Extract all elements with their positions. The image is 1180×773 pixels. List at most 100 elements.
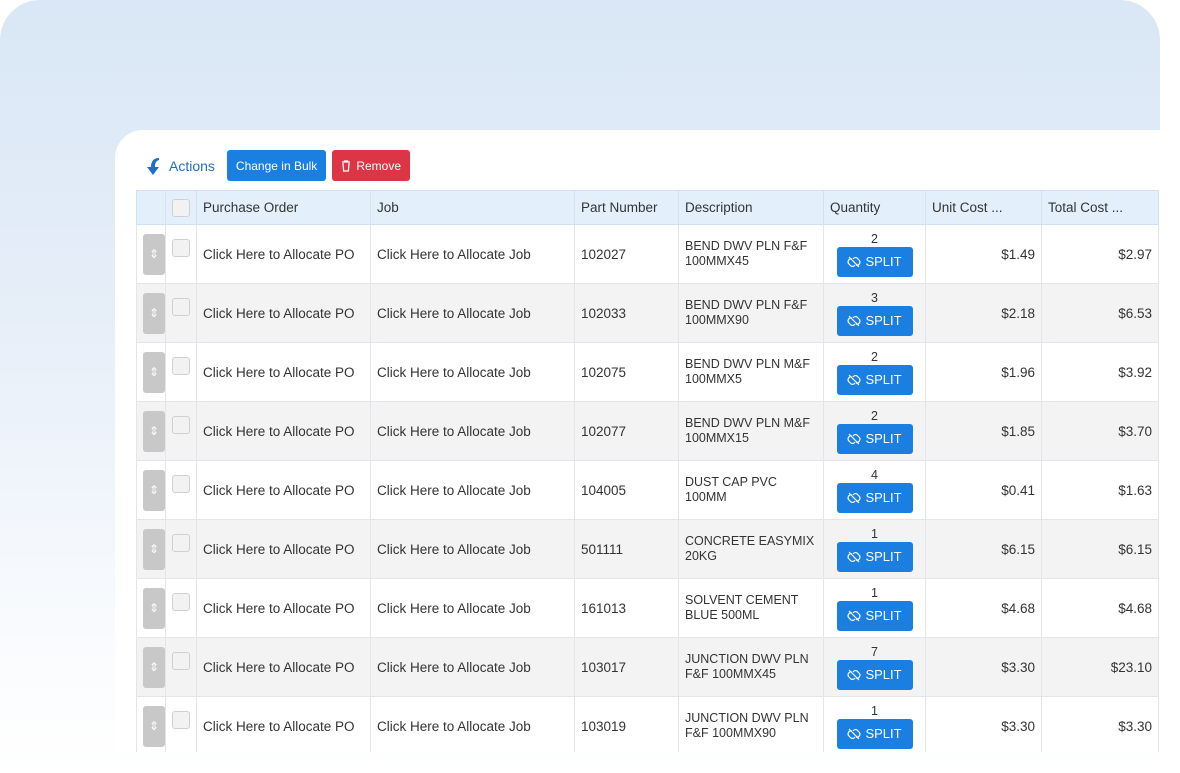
column-header-purchase-order[interactable]: Purchase Order [196, 190, 371, 225]
drag-header [136, 190, 166, 225]
unit-cost: $3.30 [925, 637, 1042, 697]
description: SOLVENT CEMENT BLUE 500ML [678, 578, 824, 638]
unlink-icon [847, 433, 861, 444]
split-label: SPLIT [865, 254, 902, 269]
drag-handle-icon[interactable]: ⇕ [143, 705, 165, 747]
quantity-cell: 4 SPLIT [823, 460, 926, 520]
unlink-icon [847, 610, 861, 621]
split-button[interactable]: SPLIT [836, 305, 913, 336]
drag-handle-icon[interactable]: ⇕ [143, 469, 165, 511]
row-checkbox[interactable] [172, 593, 190, 611]
unit-cost: $1.49 [925, 224, 1042, 284]
total-cost: $2.97 [1041, 224, 1159, 284]
split-button[interactable]: SPLIT [836, 600, 913, 631]
drag-cell: ⇕ [136, 342, 166, 402]
description: BEND DWV PLN F&F 100MMX45 [678, 224, 824, 284]
row-checkbox[interactable] [172, 239, 190, 257]
split-button[interactable]: SPLIT [836, 659, 913, 690]
split-label: SPLIT [865, 608, 902, 623]
row-checkbox[interactable] [172, 711, 190, 729]
split-label: SPLIT [865, 431, 902, 446]
purchase-order-link[interactable]: Click Here to Allocate PO [196, 283, 371, 343]
purchase-order-link[interactable]: Click Here to Allocate PO [196, 637, 371, 697]
table-row: ⇕ Click Here to Allocate PO Click Here t… [136, 342, 1159, 402]
part-number: 102075 [574, 342, 679, 402]
drag-handle-icon[interactable]: ⇕ [143, 410, 165, 452]
job-link[interactable]: Click Here to Allocate Job [370, 519, 575, 579]
select-cell [165, 460, 197, 520]
split-button[interactable]: SPLIT [836, 482, 913, 513]
row-checkbox[interactable] [172, 357, 190, 375]
unlink-icon [847, 728, 861, 739]
purchase-order-link[interactable]: Click Here to Allocate PO [196, 519, 371, 579]
job-link[interactable]: Click Here to Allocate Job [370, 283, 575, 343]
purchase-order-link[interactable]: Click Here to Allocate PO [196, 696, 371, 752]
column-header-total-cost[interactable]: Total Cost ... [1041, 190, 1159, 225]
select-cell [165, 696, 197, 752]
drag-cell: ⇕ [136, 578, 166, 638]
remove-button[interactable]: Remove [332, 150, 410, 181]
drag-handle-icon[interactable]: ⇕ [143, 351, 165, 393]
select-cell [165, 578, 197, 638]
purchase-order-link[interactable]: Click Here to Allocate PO [196, 342, 371, 402]
purchase-order-link[interactable]: Click Here to Allocate PO [196, 460, 371, 520]
description: JUNCTION DWV PLN F&F 100MMX45 [678, 637, 824, 697]
job-link[interactable]: Click Here to Allocate Job [370, 224, 575, 284]
select-cell [165, 519, 197, 579]
split-button[interactable]: SPLIT [836, 364, 913, 395]
purchase-order-link[interactable]: Click Here to Allocate PO [196, 224, 371, 284]
quantity-value: 1 [871, 585, 878, 600]
split-button[interactable]: SPLIT [836, 246, 913, 277]
job-link[interactable]: Click Here to Allocate Job [370, 460, 575, 520]
drag-handle-icon[interactable]: ⇕ [143, 292, 165, 334]
drag-handle-icon[interactable]: ⇕ [143, 528, 165, 570]
unlink-icon [847, 492, 861, 503]
column-header-description[interactable]: Description [678, 190, 824, 225]
quantity-value: 2 [871, 408, 878, 423]
description: BEND DWV PLN F&F 100MMX90 [678, 283, 824, 343]
column-header-job[interactable]: Job [370, 190, 575, 225]
split-button[interactable]: SPLIT [836, 541, 913, 572]
split-button[interactable]: SPLIT [836, 423, 913, 454]
remove-label: Remove [356, 158, 401, 173]
change-in-bulk-button[interactable]: Change in Bulk [226, 150, 327, 181]
drag-handle-icon[interactable]: ⇕ [143, 233, 165, 275]
quantity-cell: 2 SPLIT [823, 342, 926, 402]
curved-arrow-down-icon [147, 157, 159, 175]
purchase-order-link[interactable]: Click Here to Allocate PO [196, 578, 371, 638]
column-header-part-number[interactable]: Part Number [574, 190, 679, 225]
unlink-icon [847, 669, 861, 680]
total-cost: $4.68 [1041, 578, 1159, 638]
purchase-order-link[interactable]: Click Here to Allocate PO [196, 401, 371, 461]
row-checkbox[interactable] [172, 475, 190, 493]
row-checkbox[interactable] [172, 652, 190, 670]
drag-cell: ⇕ [136, 283, 166, 343]
row-checkbox[interactable] [172, 534, 190, 552]
select-cell [165, 637, 197, 697]
quantity-value: 2 [871, 349, 878, 364]
unit-cost: $4.68 [925, 578, 1042, 638]
column-header-unit-cost[interactable]: Unit Cost ... [925, 190, 1042, 225]
drag-handle-icon[interactable]: ⇕ [143, 646, 165, 688]
job-link[interactable]: Click Here to Allocate Job [370, 401, 575, 461]
split-button[interactable]: SPLIT [836, 718, 913, 749]
job-link[interactable]: Click Here to Allocate Job [370, 696, 575, 752]
job-link[interactable]: Click Here to Allocate Job [370, 578, 575, 638]
unit-cost: $1.96 [925, 342, 1042, 402]
row-checkbox[interactable] [172, 416, 190, 434]
job-link[interactable]: Click Here to Allocate Job [370, 637, 575, 697]
total-cost: $3.30 [1041, 696, 1159, 752]
row-checkbox[interactable] [172, 298, 190, 316]
part-number: 102033 [574, 283, 679, 343]
column-header-quantity[interactable]: Quantity [823, 190, 926, 225]
total-cost: $6.15 [1041, 519, 1159, 579]
select-all-checkbox[interactable] [172, 198, 190, 217]
quantity-value: 3 [871, 290, 878, 305]
table-row: ⇕ Click Here to Allocate PO Click Here t… [136, 578, 1159, 638]
part-number: 104005 [574, 460, 679, 520]
drag-handle-icon[interactable]: ⇕ [143, 587, 165, 629]
job-link[interactable]: Click Here to Allocate Job [370, 342, 575, 402]
actions-menu[interactable]: Actions [145, 156, 215, 176]
quantity-cell: 2 SPLIT [823, 224, 926, 284]
split-label: SPLIT [865, 372, 902, 387]
